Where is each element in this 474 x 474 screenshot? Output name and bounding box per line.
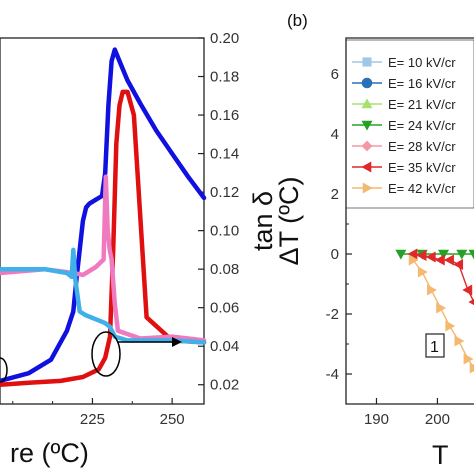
legend-label: E= 10 kV/cr (388, 55, 456, 70)
y-tick-label-a-right: 0.18 (210, 69, 239, 86)
x-tick-label-b: 200 (425, 411, 450, 428)
legend-marker (361, 77, 373, 89)
data-point-b-6 (463, 353, 474, 365)
data-point-b-6 (436, 302, 447, 314)
data-point-b-5 (416, 249, 427, 262)
y-tick-label-b: 6 (331, 66, 339, 83)
series-marker-ellipse-right (91, 331, 121, 377)
y-tick-label-a-right: 0.08 (210, 261, 239, 278)
panel-a-series (0, 47, 207, 387)
data-point-b-3 (438, 249, 450, 260)
series-line-a-3 (0, 247, 207, 345)
legend-marker (361, 140, 373, 152)
legend-marker (361, 161, 372, 173)
data-point-b-6 (427, 284, 437, 296)
data-point-b-6 (417, 266, 428, 278)
panel-a-frame (0, 37, 205, 405)
arrow-right-icon (172, 337, 182, 347)
data-point-b-3 (456, 249, 468, 260)
y-tick-label-a-right: 0.20 (210, 30, 239, 47)
data-point-b-3 (468, 249, 474, 260)
data-point-b-5 (453, 258, 464, 271)
series-marker-ellipse-left (0, 357, 8, 383)
annotation-box-1 (425, 333, 445, 358)
y-tick-label-a-right: 0.06 (210, 300, 239, 317)
panel-a-axes: 225 250 0.02 0.04 0.06 0.08 0.10 0.12 0.14 0.16 0.… (12, 30, 239, 428)
y-tick-label-a-right: 0.10 (210, 223, 239, 240)
y-axis-label-b: ΔT (ºC) (274, 177, 304, 266)
data-point-b-6 (445, 320, 456, 332)
legend-label: E= 35 kV/cr (388, 160, 456, 175)
data-point-b-5 (434, 254, 445, 266)
data-point-b-5 (462, 284, 473, 296)
x-tick-label-b: 190 (364, 411, 389, 428)
legend-label: E= 28 kV/cr (388, 139, 456, 154)
y-tick-label-a-right: 0.12 (210, 184, 239, 201)
data-point-b-6 (469, 362, 474, 374)
legend: E= 10 kV/cr E= 16 kV/cr E= 21 kV/cr E= 24 k… (352, 55, 456, 196)
y-tick-label-b: 2 (331, 186, 339, 203)
series-line-a-0 (0, 47, 207, 384)
y-tick-label-a-right: 0.16 (210, 107, 239, 124)
series-line-a-2 (0, 174, 207, 343)
x-axis-label-a: re (ºC) (10, 438, 89, 468)
legend-marker (361, 98, 373, 109)
data-point-b-5 (425, 251, 436, 263)
data-point-b-5 (407, 248, 418, 260)
legend-label: E= 16 kV/cr (388, 76, 456, 91)
legend-marker (362, 57, 372, 67)
data-point-b-3 (395, 249, 407, 260)
y-tick-label-b: 4 (331, 126, 339, 143)
y-tick-label-a-right: 0.02 (210, 377, 239, 394)
panel-b-axes: 6 4 2 0 -2 -4 190 200 (326, 66, 450, 428)
x-tick-label-a: 225 (80, 411, 105, 428)
legend-marker (362, 182, 373, 194)
y-tick-label-b: 0 (331, 246, 339, 263)
y-tick-label-b: -2 (326, 306, 339, 323)
data-point-b-5 (444, 254, 454, 266)
legend-label: E= 42 kV/cr (388, 181, 456, 196)
data-point-b-6 (454, 335, 465, 347)
legend-label: E= 24 kV/cr (388, 118, 456, 133)
panel-b-label: (b) (287, 11, 308, 30)
annotation-label-1: 1 (430, 339, 439, 356)
y-tick-label-a-right: 0.14 (210, 146, 239, 163)
y-tick-label-a-right: 0.04 (210, 338, 239, 355)
series-line-a-1 (0, 89, 207, 387)
y-axis-label-a-right: tan δ (248, 191, 278, 251)
data-point-b-6 (408, 254, 419, 266)
panel-b-frame (345, 37, 474, 405)
panel-b-series (395, 248, 474, 374)
x-axis-label-b: T (432, 440, 449, 470)
legend-label: E= 21 kV/cr (388, 97, 456, 112)
legend-marker (361, 120, 373, 131)
y-tick-label-b: -4 (326, 366, 339, 383)
x-tick-label-a: 250 (160, 411, 185, 428)
